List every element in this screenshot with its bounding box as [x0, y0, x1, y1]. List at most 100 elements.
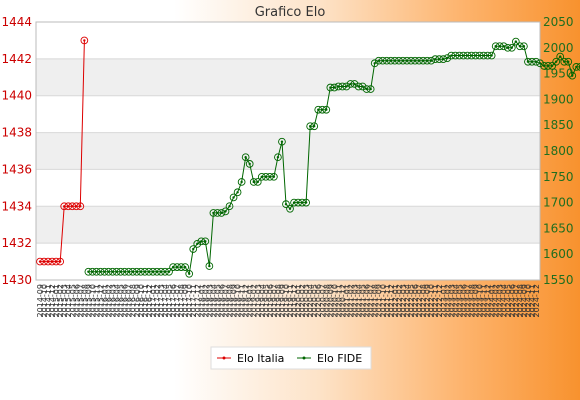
data-point — [80, 36, 89, 45]
x-axis-tick-label: 2016-03 — [109, 284, 118, 317]
x-axis-tick-label: 2016-01 — [101, 284, 110, 317]
x-axis-tick-label: 2023-12 — [484, 284, 493, 317]
x-axis-tick-label: 2022-10 — [427, 284, 436, 317]
x-axis-tick-label: 2023-11 — [480, 284, 489, 317]
x-axis-tick-label: 2020-08 — [322, 284, 331, 317]
left-axis-tick-label: 1436 — [1, 162, 32, 176]
x-axis-tick-label: 2015-07 — [76, 284, 85, 317]
x-axis-tick-label: 2018-10 — [234, 284, 243, 317]
x-axis-tick-label: 2020-12 — [338, 284, 347, 317]
x-axis-tick-label: 2022-06 — [411, 284, 420, 317]
plot-border — [35, 21, 541, 281]
right-axis-tick-label: 1850 — [543, 118, 574, 132]
data-point — [366, 85, 375, 93]
x-axis-tick-label: 2022-12 — [435, 284, 444, 317]
data-point-center — [188, 272, 191, 276]
x-axis-tick-label: 2023-07 — [463, 284, 472, 317]
x-axis-tick-label: 2015-05 — [68, 284, 77, 317]
data-point — [358, 82, 367, 91]
x-axis-tick-label: 2016-02 — [105, 284, 114, 317]
data-point-center — [248, 162, 251, 166]
data-point — [245, 160, 254, 168]
data-point — [439, 55, 448, 64]
x-axis-tick-label: 2021-09 — [375, 284, 384, 317]
x-axis-tick-label: 2024-02 — [492, 284, 501, 317]
x-axis-tick-label: 2018-08 — [226, 284, 235, 317]
x-axis-tick-label: 2024-11 — [528, 284, 537, 317]
legend-label: Elo FIDE — [317, 352, 362, 365]
right-axis-tick-label: 1550 — [543, 273, 574, 287]
data-point-center — [240, 180, 243, 184]
data-point-center — [192, 247, 195, 251]
x-axis-tick-label: 2023-08 — [467, 284, 476, 317]
x-axis-tick-label: 2017-09 — [181, 284, 190, 317]
legend-marker — [302, 356, 306, 360]
x-axis-tick-label: 2017-11 — [189, 284, 198, 317]
data-point-center — [514, 40, 518, 43]
data-point-center — [276, 155, 280, 159]
legend-box — [210, 346, 372, 370]
x-axis-tick-label: 2024-05 — [504, 284, 513, 317]
right-axis-tick-label: 1800 — [543, 144, 574, 158]
data-point — [217, 209, 226, 217]
x-axis-tick-label: 2019-06 — [266, 284, 275, 317]
data-point-center — [571, 74, 574, 77]
x-axis-tick-label: 2018-07 — [221, 284, 230, 317]
data-point — [487, 51, 496, 60]
data-point-center — [79, 205, 82, 208]
x-axis-tick-label: 2024-06 — [508, 284, 517, 317]
data-point-center — [244, 155, 247, 159]
x-axis-tick-label: 2024-07 — [512, 284, 521, 317]
data-point — [270, 172, 278, 181]
left-axis-tick-label: 1444 — [1, 15, 32, 29]
data-point — [499, 42, 508, 51]
data-point-center — [228, 205, 231, 208]
right-axis-tick-label: 1600 — [543, 247, 574, 261]
x-axis-tick-label: 2021-03 — [351, 284, 360, 317]
x-axis-tick-label: 2022-03 — [399, 284, 408, 317]
x-axis-tick-label: 2020-11 — [334, 284, 343, 317]
data-point — [286, 204, 294, 213]
x-axis-tick-label: 2019-01 — [246, 284, 255, 317]
x-axis-tick-label: 2019-03 — [254, 284, 263, 317]
data-point-center — [224, 210, 227, 213]
data-point — [302, 198, 310, 207]
right-axis-tick-label: 1950 — [543, 67, 574, 81]
data-point — [56, 257, 65, 266]
x-axis-tick-label: 2015-11 — [92, 284, 101, 317]
left-axis-tick-label: 1434 — [1, 199, 32, 213]
x-axis-tick-label: 2016-11 — [141, 284, 150, 317]
x-axis-tick-label: 2015-03 — [60, 284, 69, 317]
data-point-center — [280, 140, 284, 143]
x-axis-tick-label: 2016-05 — [117, 284, 126, 317]
data-point-center — [490, 54, 493, 57]
data-point-center — [325, 108, 328, 111]
left-axis-tick-label: 1440 — [1, 89, 32, 103]
x-axis-tick-label: 2019-07 — [270, 284, 279, 317]
x-axis-tick-label: 2016-08 — [129, 284, 138, 317]
data-point-center — [345, 85, 348, 88]
data-point — [310, 122, 319, 131]
x-axis-tick-label: 2023-03 — [447, 284, 456, 317]
data-point-center — [510, 46, 514, 49]
grid-band — [36, 132, 540, 170]
data-point-center — [353, 82, 356, 86]
grid-band — [36, 206, 540, 244]
data-point — [576, 63, 580, 71]
data-point — [189, 245, 198, 253]
data-point — [205, 262, 214, 270]
x-axis-tick-label: 2019-05 — [262, 284, 271, 317]
data-point-center — [558, 55, 562, 58]
data-point — [322, 105, 331, 114]
data-point-center — [288, 207, 292, 210]
data-point-center — [373, 62, 376, 65]
data-point-center — [208, 264, 211, 268]
x-axis-tick-label: 2021-01 — [342, 284, 351, 317]
grid-band — [36, 58, 540, 96]
x-axis-tick-label: 2020-04 — [306, 284, 315, 317]
x-axis-tick-label: 2020-06 — [314, 284, 323, 317]
x-axis-tick-label: 2019-11 — [286, 284, 295, 317]
x-axis-tick-label: 2018-01 — [197, 284, 206, 317]
data-point — [278, 137, 286, 146]
data-point — [342, 82, 351, 91]
